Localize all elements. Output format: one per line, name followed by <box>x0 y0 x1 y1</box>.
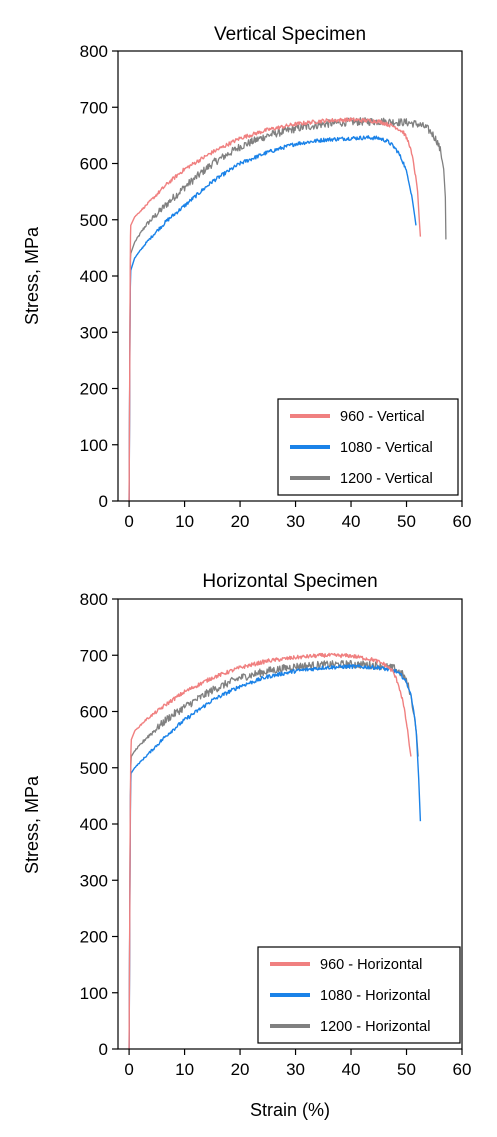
y-tick-label: 800 <box>80 590 108 609</box>
legend-label: 960 - Horizontal <box>320 957 422 973</box>
x-tick-label: 50 <box>397 1060 416 1079</box>
y-tick-label: 300 <box>80 871 108 890</box>
y-tick-label: 200 <box>80 380 108 399</box>
legend-label: 1200 - Vertical <box>340 471 433 487</box>
x-tick-label: 20 <box>231 512 250 531</box>
y-axis-label: Stress, MPa <box>22 226 42 325</box>
series-line <box>128 135 417 501</box>
x-axis-label: Strain (%) <box>250 1100 330 1120</box>
chart-title: Horizontal Specimen <box>202 571 377 592</box>
y-tick-label: 100 <box>80 436 108 455</box>
x-tick-label: 40 <box>342 512 361 531</box>
y-tick-label: 500 <box>80 759 108 778</box>
x-tick-label: 50 <box>397 512 416 531</box>
x-tick-label: 10 <box>175 512 194 531</box>
y-tick-label: 0 <box>99 492 108 511</box>
y-tick-label: 700 <box>80 646 108 665</box>
x-tick-label: 40 <box>342 1060 361 1079</box>
x-tick-label: 30 <box>286 1060 305 1079</box>
vertical-specimen-chart: Vertical Specimen Stress, MPa 0100200300… <box>22 24 471 531</box>
y-tick-label: 100 <box>80 984 108 1003</box>
x-tick-label: 0 <box>124 1060 133 1079</box>
y-tick-label: 200 <box>80 928 108 947</box>
plot-area: 0 100 200 300 400 500 600 700 800 0 10 20 30 40 50 60 96… <box>80 590 472 1079</box>
legend-label: 1200 - Horizontal <box>320 1019 430 1035</box>
y-tick-label: 600 <box>80 155 108 174</box>
horizontal-specimen-chart: Horizontal Specimen Stress, MPa Strain (… <box>22 571 471 1120</box>
x-tick-label: 0 <box>124 512 133 531</box>
plot-area: 0 100 200 300 400 500 600 700 800 0 10 20 30 40 50 60 96… <box>80 42 472 531</box>
y-tick-label: 500 <box>80 211 108 230</box>
series-line <box>128 652 412 1049</box>
y-tick-label: 600 <box>80 703 108 722</box>
x-tick-label: 60 <box>453 512 472 531</box>
x-tick-label: 10 <box>175 1060 194 1079</box>
chart-title: Vertical Specimen <box>214 24 366 45</box>
plot-frame <box>117 50 463 502</box>
legend-label: 1080 - Vertical <box>340 440 433 456</box>
y-tick-label: 0 <box>99 1040 108 1059</box>
plot-frame <box>117 598 463 1050</box>
y-tick-label: 400 <box>80 815 108 834</box>
x-tick-label: 20 <box>231 1060 250 1079</box>
series-line <box>128 117 447 501</box>
x-tick-label: 30 <box>286 512 305 531</box>
x-tick-label: 60 <box>453 1060 472 1079</box>
legend-label: 1080 - Horizontal <box>320 988 430 1004</box>
legend-label: 960 - Vertical <box>340 409 425 425</box>
y-tick-label: 300 <box>80 323 108 342</box>
y-tick-label: 400 <box>80 267 108 286</box>
y-tick-label: 800 <box>80 42 108 61</box>
series-line <box>128 117 422 501</box>
y-axis-label: Stress, MPa <box>22 775 42 874</box>
series-line <box>128 664 422 1049</box>
y-tick-label: 700 <box>80 98 108 117</box>
